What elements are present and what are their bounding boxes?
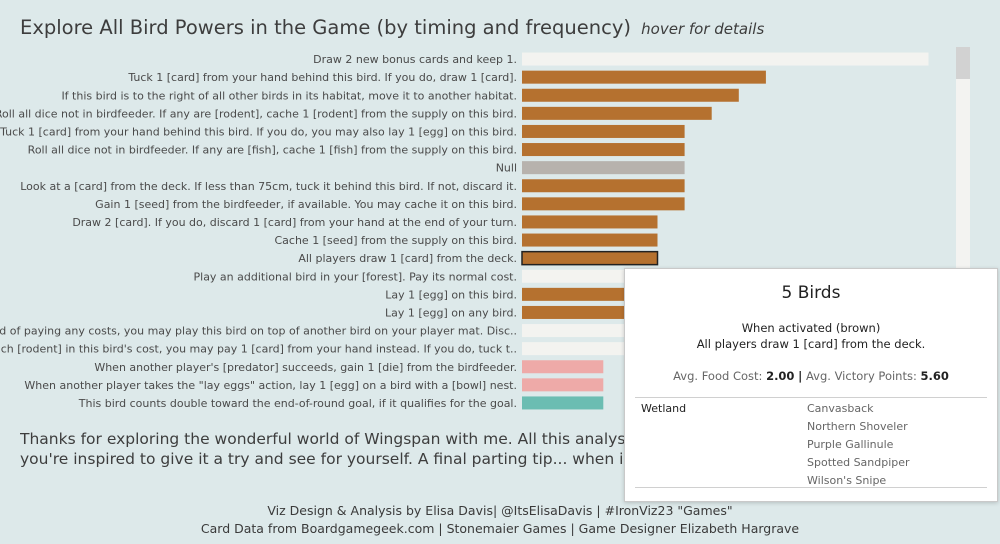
bar-label: Lay 1 [egg] on any bird. xyxy=(385,306,517,319)
bar[interactable] xyxy=(522,215,658,229)
hover-tooltip: 5 Birds When activated (brown) All playe… xyxy=(624,268,998,502)
bar[interactable] xyxy=(522,269,658,283)
tooltip-power-description: All players draw 1 [card] from the deck. xyxy=(696,337,926,351)
tooltip-bird: Northern Shoveler xyxy=(807,420,908,433)
footer-credits: Viz Design & Analysis by Elisa Davis| @I… xyxy=(0,502,1000,538)
chart-scrollbar-track[interactable] xyxy=(956,47,970,287)
title-subtitle: hover for details xyxy=(641,20,765,38)
tooltip-divider-bottom xyxy=(635,487,987,488)
bar-chart[interactable]: Draw 2 new bonus cards and keep 1. Tuck 1… xyxy=(0,46,960,416)
bar-label: If this bird is to the right of all othe… xyxy=(61,89,517,102)
bar-label: Cache 1 [seed] from the supply on this b… xyxy=(274,234,517,247)
chart-scrollbar-thumb[interactable] xyxy=(956,47,970,79)
bar-label: Instead of paying any costs, you may pla… xyxy=(0,325,517,338)
victory-points-label: Avg. Victory Points: xyxy=(805,369,917,383)
tooltip-divider-top xyxy=(635,397,987,398)
bar-label: Draw 2 [card]. If you do, discard 1 [car… xyxy=(72,216,517,229)
bar[interactable] xyxy=(522,396,604,410)
bar[interactable] xyxy=(522,197,685,211)
bar[interactable] xyxy=(522,106,712,120)
bar-label: Lay 1 [egg] on this bird. xyxy=(385,288,517,301)
victory-points-value: 5.60 xyxy=(920,369,949,383)
tooltip-stats: Avg. Food Cost: 2.00 | Avg. Victory Poin… xyxy=(625,369,997,383)
tooltip-bird: Spotted Sandpiper xyxy=(807,456,910,469)
footer-line-1: Viz Design & Analysis by Elisa Davis| @I… xyxy=(267,503,733,518)
bar[interactable] xyxy=(522,88,739,102)
closing-note-line-1: Thanks for exploring the wonderful world… xyxy=(20,430,660,448)
bar-label: Tuck 1 [card] from your hand behind this… xyxy=(0,125,517,138)
food-cost-label: Avg. Food Cost: xyxy=(673,369,763,383)
bar-label: When another player takes the "lay eggs"… xyxy=(24,379,517,392)
title-main: Explore All Bird Powers in the Game (by … xyxy=(20,16,631,39)
bar-label: Null xyxy=(496,162,517,175)
bar[interactable] xyxy=(522,324,658,338)
bar[interactable] xyxy=(522,342,658,356)
bar-label: This bird counts double toward the end-o… xyxy=(78,397,517,410)
tooltip-bird-list: Canvasback Northern Shoveler Purple Gall… xyxy=(807,400,910,490)
bar-label: When another player's [predator] succeed… xyxy=(94,361,517,374)
bar[interactable] xyxy=(521,250,659,266)
bar[interactable] xyxy=(522,124,685,138)
tooltip-bird: Canvasback xyxy=(807,402,874,415)
footer-line-2: Card Data from Boardgamegeek.com | Stone… xyxy=(200,521,800,536)
bar[interactable] xyxy=(522,161,685,175)
bar[interactable] xyxy=(522,179,685,193)
bar[interactable] xyxy=(522,233,658,247)
food-cost-value: 2.00 xyxy=(766,369,795,383)
bar[interactable] xyxy=(522,143,685,157)
bar-label: Gain 1 [seed] from the birdfeeder, if av… xyxy=(95,198,517,211)
bar[interactable] xyxy=(522,70,766,84)
bar-label: All players draw 1 [card] from the deck. xyxy=(298,252,517,265)
bar[interactable] xyxy=(522,52,929,66)
tooltip-bird: Purple Gallinule xyxy=(807,438,894,451)
bar[interactable] xyxy=(522,360,604,374)
closing-note: Thanks for exploring the wonderful world… xyxy=(20,429,660,469)
tooltip-habitat: Wetland xyxy=(641,402,687,415)
bar-label: Play an additional bird in your [forest]… xyxy=(194,270,518,283)
bar-label: Draw 2 new bonus cards and keep 1. xyxy=(313,53,517,66)
bar[interactable] xyxy=(522,287,658,301)
chart-title: Explore All Bird Powers in the Game (by … xyxy=(20,16,764,39)
tooltip-timing: When activated (brown) xyxy=(741,321,881,335)
bar-label: Roll all dice not in birdfeeder. If any … xyxy=(28,144,517,157)
bar[interactable] xyxy=(522,305,658,319)
tooltip-bird-count: 5 Birds xyxy=(781,283,841,303)
tooltip-bird: Wilson's Snipe xyxy=(807,474,887,487)
bar-label: Tuck 1 [card] from your hand behind this… xyxy=(127,71,517,84)
bar-label: For each [rodent] in this bird's cost, y… xyxy=(0,343,517,356)
bar-label: Look at a [card] from the deck. If less … xyxy=(20,180,517,193)
stats-separator: | xyxy=(798,369,803,383)
closing-note-line-2: you're inspired to give it a try and see… xyxy=(20,450,660,468)
bar[interactable] xyxy=(522,378,604,392)
bar-label: Roll all dice not in birdfeeder. If any … xyxy=(0,107,517,120)
